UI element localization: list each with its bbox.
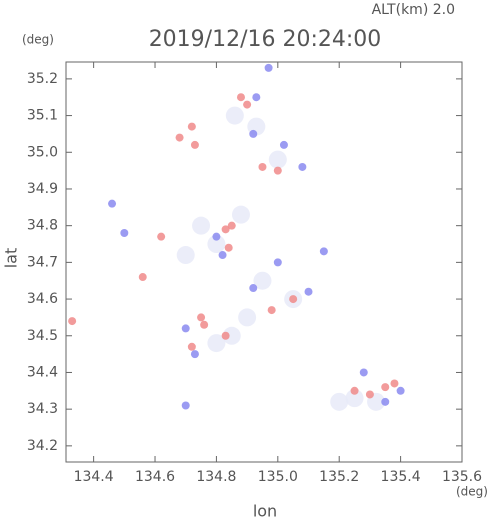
echo-point [289,295,298,304]
echo-point [108,199,117,208]
echo-point [200,320,209,329]
x-tick-label: 135.0 [258,469,298,485]
y-tick-label: 34.3 [27,401,58,417]
x-tick-label: 135.2 [319,469,359,485]
echo-point [396,386,405,395]
echo-point [319,247,328,256]
echo-point [273,166,282,175]
echo-point [264,63,273,72]
echo-point [157,232,166,241]
y-tick-label: 34.6 [27,291,58,307]
echo-point [304,287,313,296]
echo-point [345,389,364,408]
echo-point [236,93,245,102]
echo-point [330,392,349,411]
echo-point [197,313,206,322]
echo-point [279,140,288,149]
echo-point [212,232,221,241]
echo-point [381,397,390,406]
echo-point [267,306,276,315]
y-tick-label: 34.4 [27,364,58,380]
y-tick-label: 35.0 [27,144,58,160]
y-unit: (deg) [22,33,54,47]
echo-point [252,93,261,102]
echo-point [190,140,199,149]
echo-point [249,129,258,138]
echo-point [176,246,195,265]
y-tick-label: 34.8 [27,218,58,234]
echo-point [273,258,282,267]
echo-point [120,229,129,238]
echo-point [221,331,230,340]
echo-point [238,308,257,327]
echo-point [207,334,226,353]
echo-point [243,100,252,109]
echo-point [181,401,190,410]
echo-point [224,243,233,252]
echo-point [390,379,399,388]
y-tick-label: 34.2 [27,438,58,454]
echo-point [350,386,359,395]
y-tick-label: 35.1 [27,108,58,124]
x-unit: (deg) [456,485,488,499]
echo-point [268,150,287,169]
echo-point [365,390,374,399]
echo-point [207,235,226,254]
x-axis-label: lon [253,502,277,521]
x-tick-label: 134.6 [135,469,175,485]
echo-point [192,216,211,235]
echo-point [190,350,199,359]
echo-point [231,205,250,224]
echo-point [249,284,258,293]
echo-point [359,368,368,377]
y-tick-label: 35.2 [27,71,58,87]
altitude-label: ALT(km) 2.0 [372,2,455,18]
echo-point [221,225,230,234]
echo-point [68,317,77,326]
echo-point [187,122,196,131]
y-tick-label: 34.9 [27,181,58,197]
echo-point [258,162,267,171]
echo-point [225,106,244,125]
echo-point [381,383,390,392]
echo-point [175,133,184,142]
echo-point [227,221,236,230]
x-tick-label: 134.8 [196,469,236,485]
echo-point [187,342,196,351]
echo-point [218,251,227,260]
y-tick-label: 34.7 [27,254,58,270]
y-axis-label: lat [2,248,21,269]
x-tick-label: 134.4 [74,469,114,485]
echo-point [253,271,272,290]
y-tick-label: 34.5 [27,328,58,344]
x-tick-label: 135.4 [381,469,421,485]
echo-point [181,324,190,333]
echo-point [138,273,147,282]
echo-point [222,326,241,345]
echo-point [298,162,307,171]
x-tick-label: 135.6 [442,469,482,485]
chart-title: 2019/12/16 20:24:00 [149,27,382,52]
